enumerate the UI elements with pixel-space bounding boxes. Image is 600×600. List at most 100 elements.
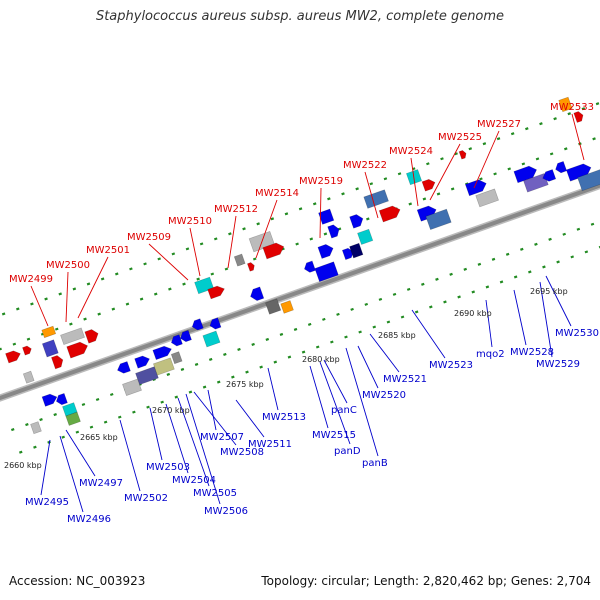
track-dot <box>160 400 164 404</box>
gene-feature <box>202 330 221 348</box>
track-dot <box>477 262 482 266</box>
gene-feature <box>513 165 538 184</box>
gene-feature <box>349 242 364 259</box>
gene-feature <box>135 366 159 386</box>
gene-feature <box>523 173 549 193</box>
gene-label-top: MW2500 <box>46 260 90 271</box>
gene-label-bottom: MW2523 <box>429 360 473 371</box>
gene-feature <box>465 179 487 197</box>
track-dot <box>301 350 306 354</box>
gene-feature <box>565 163 592 182</box>
gene-feature <box>170 334 183 347</box>
gene-feature <box>250 286 265 301</box>
track-dot <box>125 302 130 306</box>
gene-label-bottom: panB <box>362 458 388 469</box>
gene-label-bottom: MW2507 <box>200 432 244 443</box>
ruler-tick-label: 2675 kbp <box>226 380 264 389</box>
gene-feature <box>458 150 467 160</box>
track-dot <box>0 347 2 351</box>
track-dot <box>103 420 108 424</box>
gene-feature <box>22 370 35 384</box>
track-dot <box>364 302 369 306</box>
ruler-tick-label: 2665 kbp <box>80 433 118 442</box>
track-dot <box>440 157 444 161</box>
gene-feature <box>378 205 401 223</box>
track-dot <box>485 285 490 289</box>
track-dot <box>468 147 473 151</box>
gene-feature <box>65 411 81 426</box>
track-dot <box>564 147 568 151</box>
ruler-tick-label: 2680 kbp <box>302 355 340 364</box>
track-dots <box>0 102 600 454</box>
ruler-ticks: 2660 kbp 2665 kbp 2670 kbp 2675 kbp 2680 kbp… <box>4 287 568 470</box>
gene-feature <box>207 285 225 300</box>
track-dot <box>10 428 15 432</box>
leader-line <box>149 407 163 461</box>
track-dot <box>499 280 504 284</box>
genome-backbone <box>0 181 600 402</box>
leader-line <box>429 143 461 201</box>
track-dot <box>463 267 468 271</box>
track-dot <box>132 410 136 414</box>
gene-feature <box>318 208 335 225</box>
gene-feature <box>555 161 568 174</box>
track-dot <box>355 187 359 191</box>
track-dot <box>482 142 487 146</box>
track-dot <box>208 357 213 361</box>
track-dot <box>435 277 439 281</box>
gene-feature <box>314 261 339 283</box>
leader-line <box>345 347 379 457</box>
track-dot <box>293 327 298 331</box>
gene-feature <box>327 224 340 239</box>
gene-label-bottom: MW2529 <box>536 359 580 370</box>
gene-feature <box>117 361 131 374</box>
leader-line <box>185 393 221 505</box>
gene-feature <box>209 317 222 330</box>
gene-feature <box>60 327 85 346</box>
track-dot <box>422 197 427 201</box>
gene-feature <box>475 188 499 208</box>
gene-label-bottom: panD <box>334 446 361 457</box>
track-dot <box>548 237 552 241</box>
gene-feature <box>304 260 316 273</box>
leader-line <box>319 187 322 239</box>
track-dot <box>95 397 100 402</box>
track-dot <box>556 260 560 264</box>
leader-line <box>319 361 351 445</box>
track-dot <box>408 202 413 206</box>
gene-feature <box>363 189 389 209</box>
track-dot <box>539 122 543 126</box>
track-dot <box>180 367 185 372</box>
gene-label-bottom: MW2508 <box>220 447 264 458</box>
ruler-tick-label: 2670 kbp <box>152 406 190 415</box>
gene-label-top: MW2525 <box>438 132 482 143</box>
track-dot <box>143 262 147 266</box>
leader-line <box>40 439 51 496</box>
gene-label-bottom: MW2513 <box>262 412 306 423</box>
label-leader-lines <box>30 113 585 513</box>
track-dot <box>237 347 241 351</box>
accession-text: Accession: NC_003923 <box>9 574 146 588</box>
gene-feature <box>542 169 557 182</box>
leader-line <box>148 243 189 281</box>
gene-label-bottom: mqo2 <box>476 349 505 360</box>
leader-line <box>267 367 279 411</box>
track-dot <box>406 287 411 291</box>
track-dot <box>521 162 526 166</box>
backbone-line <box>0 183 600 401</box>
track-dot <box>245 370 249 374</box>
track-dot <box>1 312 6 316</box>
gene-label-top: MW2533 <box>550 102 594 113</box>
track-dot <box>109 392 114 397</box>
topology-text: Topology: circular; Length: 2,820,462 bp… <box>261 574 591 588</box>
track-dot <box>287 355 292 359</box>
track-dot <box>567 112 572 116</box>
gene-features <box>5 96 600 435</box>
leader-line <box>59 435 84 513</box>
track-dot <box>386 320 391 324</box>
track-dot <box>139 297 144 301</box>
track-dot <box>436 192 441 196</box>
ruler-tick-label: 2690 kbp <box>454 309 492 318</box>
track-dot <box>421 282 425 286</box>
